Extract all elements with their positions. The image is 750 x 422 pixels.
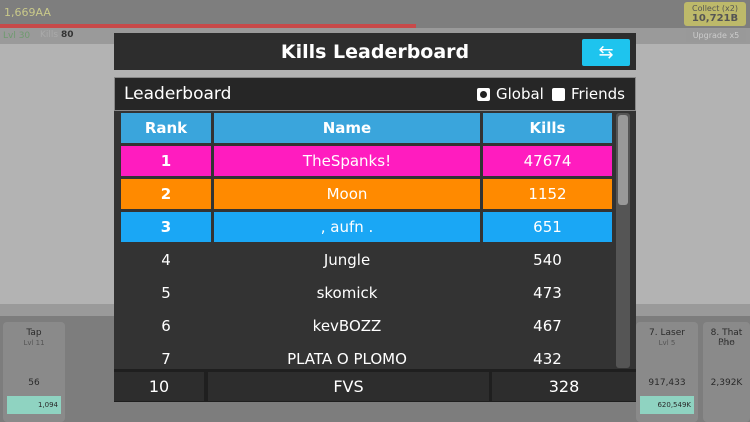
cell-name: Jungle [323, 251, 371, 269]
cell-kills: 467 [533, 317, 562, 335]
collect-label: Collect (x2) [692, 4, 738, 13]
card-name: Tap [26, 328, 42, 338]
cell-kills: 540 [533, 251, 562, 269]
scrollbar[interactable] [616, 113, 630, 368]
cell-name: PLATA O PLOMO [287, 350, 407, 368]
card-count: 2,392K [710, 378, 743, 388]
card-cost: 620,549K [640, 396, 694, 414]
cell-rank: 1 [121, 146, 211, 176]
card-level: Lvl 11 [23, 339, 45, 347]
swap-button[interactable]: ⇆ [582, 39, 630, 66]
option-global[interactable]: Global [477, 85, 544, 103]
collect-value: 10,721B [691, 13, 739, 24]
column-header: Name [214, 113, 480, 143]
card-count: 917,433 [648, 378, 686, 388]
cell-rank: 4 [161, 251, 171, 269]
kills-counter: Kills 80 [40, 30, 74, 40]
option-label: Global [496, 85, 544, 103]
card-level: Lvl 5 [658, 339, 676, 347]
option-label: Friends [571, 85, 625, 103]
title-bar [114, 33, 636, 70]
cell-kills: 651 [483, 212, 612, 242]
upgrade-card: Tap Lvl 11 56 1,094 [3, 322, 65, 422]
upgrade-card: 7. Laser Lvl 5 917,433 620,549K [636, 322, 698, 422]
player-kills: 328 [492, 372, 636, 401]
cell-kills: 432 [533, 350, 562, 368]
card-level: Lvl 5 [718, 339, 735, 347]
column-header: Rank [121, 113, 211, 143]
cell-name: kevBOZZ [312, 317, 382, 335]
cell-rank: 5 [161, 284, 171, 302]
level: Lvl 30 [3, 31, 31, 41]
kills-label: Kills [40, 30, 59, 40]
cell-rank: 7 [161, 350, 171, 368]
column-header: Kills [483, 113, 612, 143]
kills-value: 80 [60, 30, 74, 40]
cell-kills: 473 [533, 284, 562, 302]
panel-header [114, 77, 636, 111]
title: Kills Leaderboard [280, 40, 470, 63]
top-bar [0, 0, 750, 28]
cell-name: , aufn . [214, 212, 480, 242]
collect-button[interactable]: Collect (x2) 10,721B [684, 2, 746, 26]
cell-rank: 2 [121, 179, 211, 209]
player-rank: 10 [114, 372, 204, 401]
card-cost: 1,094 [7, 396, 61, 414]
cell-name: TheSpanks! [214, 146, 480, 176]
cell-rank: 3 [121, 212, 211, 242]
cell-name: Moon [214, 179, 480, 209]
player-name: FVS [208, 372, 489, 401]
currency: 1,669AA [4, 6, 51, 19]
upgrade-card: 8. That Pho Lvl 5 2,392K [703, 322, 750, 422]
upgrade-button[interactable]: Upgrade x5 [686, 29, 746, 42]
progress-bar [0, 24, 416, 28]
cell-kills: 47674 [483, 146, 612, 176]
card-name: 8. That Pho [710, 328, 743, 348]
card-name: 7. Laser [649, 328, 685, 338]
card-count: 56 [28, 378, 40, 388]
cell-name: skomick [316, 284, 378, 302]
cell-kills: 1152 [483, 179, 612, 209]
option-friends[interactable]: Friends [552, 85, 625, 103]
cell-rank: 6 [161, 317, 171, 335]
panel-heading: Leaderboard [124, 84, 232, 104]
